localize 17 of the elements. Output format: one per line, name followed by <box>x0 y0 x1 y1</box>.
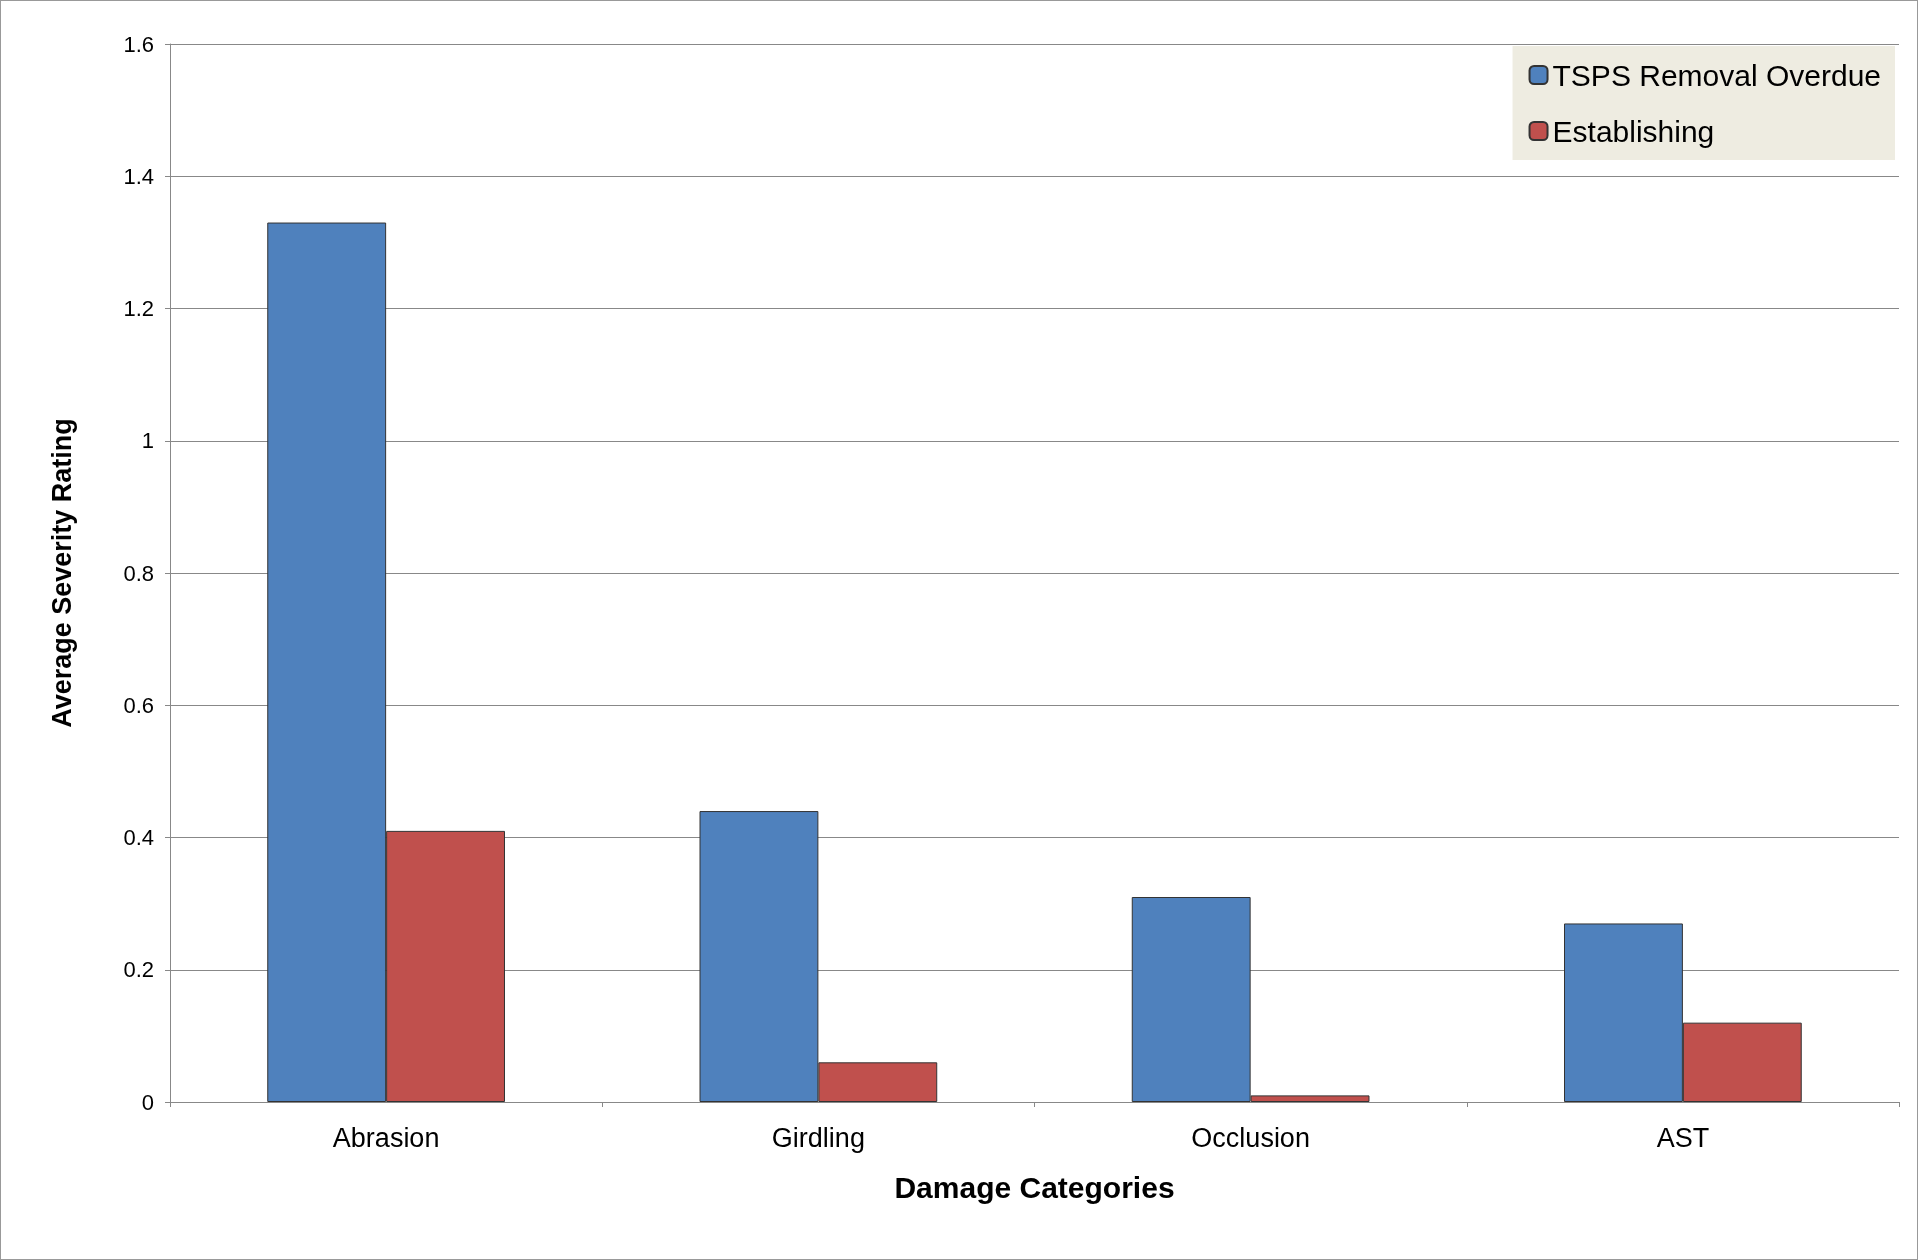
legend-label: Establishing <box>1552 114 1715 148</box>
y-tick-label: 0.4 <box>123 825 154 850</box>
legend-label: TSPS Removal Overdue <box>1552 58 1882 92</box>
y-tick-label: 0 <box>141 1089 154 1115</box>
y-axis-title: Average Severity Rating <box>46 418 77 728</box>
y-tick-label: 0.6 <box>123 692 154 718</box>
y-tick-label: 0.8 <box>123 560 154 586</box>
y-tick-label: 1.4 <box>123 163 154 189</box>
x-tick-label: Girdling <box>771 1122 865 1153</box>
y-tick-label: 1.6 <box>123 31 154 57</box>
x-tick-label: Abrasion <box>332 1122 440 1153</box>
x-tick-label: AST <box>1656 1122 1710 1153</box>
x-axis-title: Damage Categories <box>894 1170 1175 1204</box>
y-tick-label: 0.2 <box>123 957 154 983</box>
y-tick-label: 1.2 <box>123 296 154 321</box>
x-tick-label: Occlusion <box>1191 1122 1310 1153</box>
y-tick-label: 1 <box>141 428 154 454</box>
